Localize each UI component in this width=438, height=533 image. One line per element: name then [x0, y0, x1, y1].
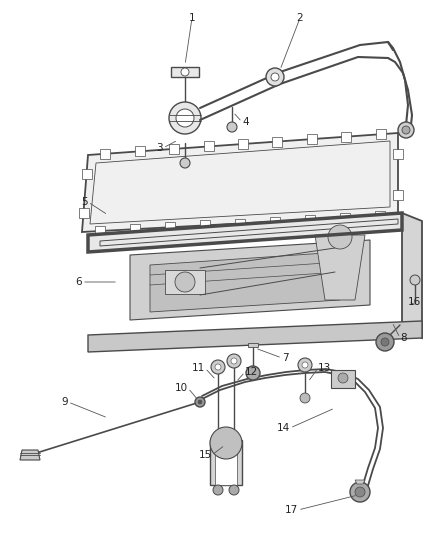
- Polygon shape: [355, 480, 365, 484]
- Text: 7: 7: [282, 353, 289, 363]
- Text: 15: 15: [199, 450, 212, 460]
- Polygon shape: [20, 450, 40, 460]
- Circle shape: [271, 73, 279, 81]
- Polygon shape: [331, 370, 355, 388]
- Polygon shape: [150, 252, 340, 312]
- Polygon shape: [78, 208, 88, 218]
- Polygon shape: [200, 220, 210, 230]
- Polygon shape: [95, 226, 105, 236]
- Text: 11: 11: [192, 363, 205, 373]
- Circle shape: [180, 158, 190, 168]
- Circle shape: [211, 360, 225, 374]
- Circle shape: [227, 122, 237, 132]
- Polygon shape: [210, 440, 242, 485]
- Circle shape: [246, 366, 260, 380]
- Text: 2: 2: [297, 13, 303, 23]
- Polygon shape: [165, 270, 205, 294]
- Circle shape: [350, 482, 370, 502]
- Text: 9: 9: [61, 397, 68, 407]
- Text: 14: 14: [277, 423, 290, 433]
- Polygon shape: [238, 139, 248, 149]
- Circle shape: [402, 126, 410, 134]
- Polygon shape: [130, 240, 370, 320]
- Circle shape: [302, 362, 308, 368]
- Polygon shape: [248, 343, 258, 347]
- Polygon shape: [165, 222, 175, 232]
- Polygon shape: [235, 219, 245, 229]
- Circle shape: [210, 427, 242, 459]
- Polygon shape: [171, 67, 199, 77]
- Polygon shape: [393, 190, 403, 199]
- Circle shape: [176, 109, 194, 127]
- Circle shape: [175, 272, 195, 292]
- Circle shape: [215, 364, 221, 370]
- Polygon shape: [88, 321, 422, 352]
- Text: 1: 1: [189, 13, 195, 23]
- Circle shape: [376, 333, 394, 351]
- Text: 17: 17: [285, 505, 298, 515]
- Circle shape: [198, 400, 202, 404]
- Circle shape: [328, 225, 352, 249]
- Polygon shape: [81, 169, 92, 179]
- Polygon shape: [341, 132, 351, 142]
- Polygon shape: [130, 224, 140, 234]
- Circle shape: [181, 68, 189, 76]
- Circle shape: [381, 338, 389, 346]
- Text: 3: 3: [156, 143, 163, 153]
- Text: 8: 8: [400, 333, 406, 343]
- Circle shape: [300, 393, 310, 403]
- Text: 16: 16: [408, 297, 421, 307]
- Polygon shape: [82, 133, 398, 232]
- Text: 13: 13: [318, 363, 331, 373]
- Polygon shape: [375, 211, 385, 221]
- Polygon shape: [215, 448, 237, 485]
- Circle shape: [169, 102, 201, 134]
- Polygon shape: [402, 213, 422, 338]
- Polygon shape: [393, 149, 403, 158]
- Polygon shape: [270, 216, 280, 227]
- Polygon shape: [169, 144, 179, 154]
- Circle shape: [410, 275, 420, 285]
- Circle shape: [338, 373, 348, 383]
- Polygon shape: [272, 136, 283, 147]
- Circle shape: [213, 438, 223, 448]
- Text: 4: 4: [242, 117, 249, 127]
- Polygon shape: [307, 134, 317, 144]
- Circle shape: [398, 122, 414, 138]
- Circle shape: [227, 354, 241, 368]
- Text: 10: 10: [175, 383, 188, 393]
- Circle shape: [355, 487, 365, 497]
- Circle shape: [195, 397, 205, 407]
- Polygon shape: [340, 213, 350, 223]
- Circle shape: [229, 485, 239, 495]
- Polygon shape: [134, 147, 145, 156]
- Polygon shape: [315, 235, 365, 300]
- Circle shape: [229, 438, 239, 448]
- Polygon shape: [376, 129, 386, 139]
- Circle shape: [213, 485, 223, 495]
- Circle shape: [298, 358, 312, 372]
- Polygon shape: [204, 141, 214, 151]
- Polygon shape: [100, 149, 110, 159]
- Polygon shape: [305, 215, 315, 225]
- Circle shape: [231, 358, 237, 364]
- Circle shape: [266, 68, 284, 86]
- Polygon shape: [88, 213, 402, 252]
- Text: 5: 5: [81, 197, 88, 207]
- Text: 6: 6: [75, 277, 82, 287]
- Text: 12: 12: [245, 367, 258, 377]
